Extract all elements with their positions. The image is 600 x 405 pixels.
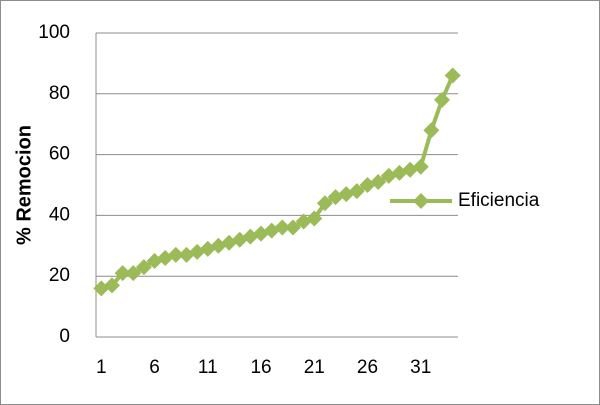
data-point bbox=[370, 173, 387, 190]
x-tick-label: 1 bbox=[96, 357, 107, 378]
y-tick-label: 80 bbox=[49, 83, 70, 104]
data-point bbox=[444, 67, 461, 84]
data-point bbox=[125, 265, 142, 282]
data-point bbox=[434, 91, 451, 108]
data-point bbox=[306, 210, 323, 227]
legend-label: Eficiencia bbox=[458, 190, 540, 211]
data-point bbox=[135, 259, 152, 276]
data-point bbox=[423, 122, 440, 139]
y-tick-label: 40 bbox=[49, 204, 70, 225]
y-axis-label: % Remocion bbox=[13, 125, 35, 245]
data-point bbox=[284, 219, 301, 236]
data-point bbox=[412, 158, 429, 175]
data-point bbox=[274, 219, 291, 236]
data-point bbox=[114, 265, 131, 282]
x-tick-label: 11 bbox=[198, 357, 218, 378]
y-tick-label: 100 bbox=[38, 22, 70, 43]
y-tick-label: 60 bbox=[49, 144, 70, 165]
y-tick-label: 20 bbox=[49, 265, 70, 286]
data-point bbox=[348, 183, 365, 200]
x-tick-label: 21 bbox=[304, 357, 325, 378]
data-point bbox=[316, 195, 333, 212]
data-point bbox=[103, 277, 120, 294]
y-tick-label: 0 bbox=[59, 326, 70, 347]
x-tick-label: 26 bbox=[357, 357, 378, 378]
data-point bbox=[167, 246, 184, 263]
x-tick-label: 16 bbox=[250, 357, 271, 378]
x-tick-label: 6 bbox=[149, 357, 160, 378]
legend-swatch-marker bbox=[413, 193, 429, 209]
x-tick-label: 31 bbox=[410, 357, 431, 378]
